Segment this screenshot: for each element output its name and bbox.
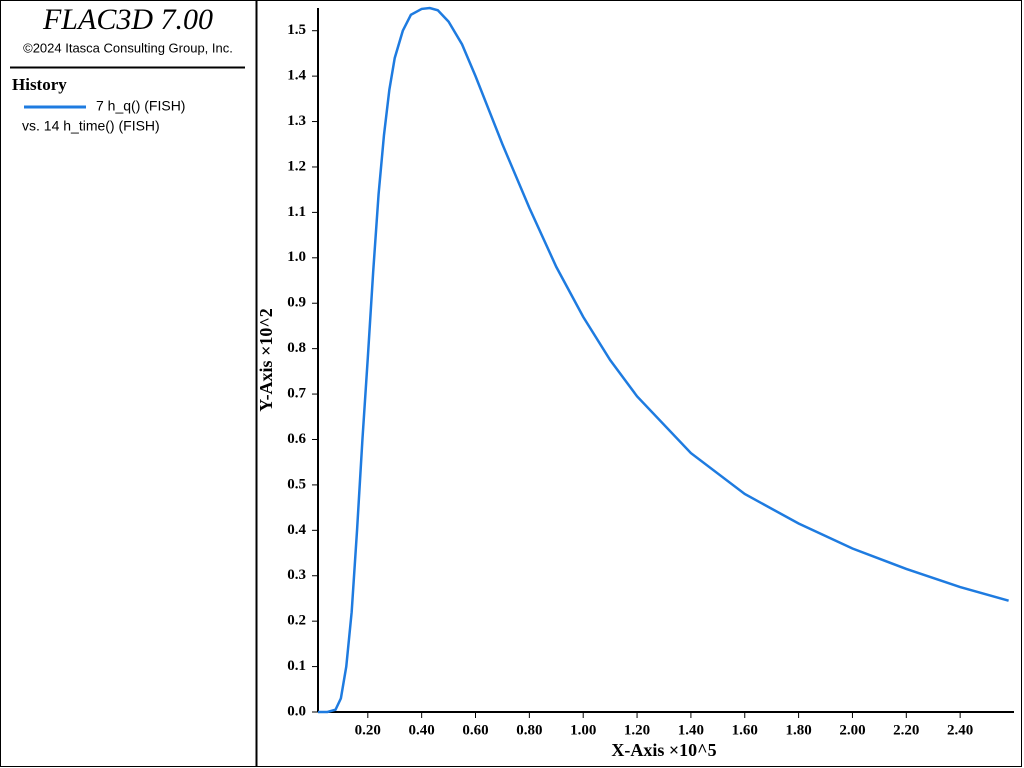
y-tick-label: 0.0 xyxy=(287,703,306,719)
section-title: History xyxy=(12,75,67,94)
x-tick-label: 1.60 xyxy=(732,722,758,738)
y-tick-label: 0.7 xyxy=(287,386,306,402)
y-tick-label: 0.1 xyxy=(287,658,306,674)
x-tick-label: 1.40 xyxy=(678,722,704,738)
x-tick-label: 0.80 xyxy=(516,722,542,738)
y-tick-label: 0.3 xyxy=(287,567,306,583)
y-tick-label: 0.5 xyxy=(287,476,306,492)
y-axis-label: Y-Axis ×10^2 xyxy=(256,308,276,412)
y-tick-label: 0.6 xyxy=(287,431,306,447)
x-tick-label: 1.80 xyxy=(785,722,811,738)
x-tick-label: 2.20 xyxy=(893,722,919,738)
y-tick-label: 0.2 xyxy=(287,613,306,629)
y-tick-label: 1.2 xyxy=(287,158,306,174)
x-tick-label: 0.60 xyxy=(462,722,488,738)
x-series-label: vs. 14 h_time() (FISH) xyxy=(22,118,160,134)
x-tick-label: 1.00 xyxy=(570,722,596,738)
x-tick-label: 0.40 xyxy=(409,722,435,738)
y-tick-label: 0.8 xyxy=(287,340,306,356)
copyright: ©2024 Itasca Consulting Group, Inc. xyxy=(23,40,233,55)
x-axis-label: X-Axis ×10^5 xyxy=(611,740,716,760)
x-tick-label: 1.20 xyxy=(624,722,650,738)
data-line xyxy=(318,6,1009,714)
x-tick-label: 2.40 xyxy=(947,722,973,738)
app-title: FLAC3D 7.00 xyxy=(42,3,213,36)
y-tick-label: 1.0 xyxy=(287,249,306,265)
y-tick-label: 1.3 xyxy=(287,113,306,129)
legend-label: 7 h_q() (FISH) xyxy=(96,98,185,114)
y-tick-label: 0.4 xyxy=(287,522,306,538)
x-tick-label: 0.20 xyxy=(355,722,381,738)
y-tick-label: 1.5 xyxy=(287,22,306,38)
y-tick-label: 1.1 xyxy=(287,204,306,220)
y-tick-label: 0.9 xyxy=(287,295,306,311)
x-tick-label: 2.00 xyxy=(839,722,865,738)
y-tick-label: 1.4 xyxy=(287,68,306,84)
